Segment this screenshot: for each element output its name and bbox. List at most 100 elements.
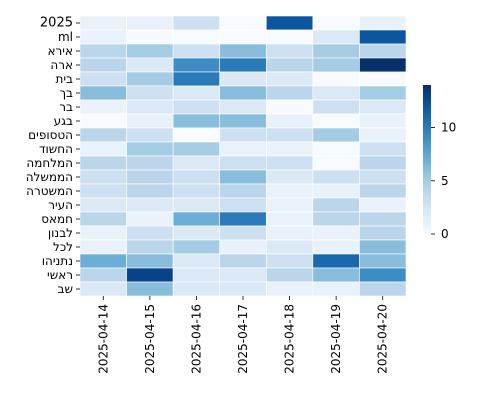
heatmap-cell — [172, 267, 221, 283]
heatmap-cell — [219, 155, 267, 171]
heatmap-cell — [312, 57, 360, 73]
heatmap-cell — [219, 225, 267, 241]
heatmap-cell — [79, 183, 127, 199]
x-tick-labels: 2025-04-14 2025-04-15 2025-04-16 2025-04-17… — [96, 296, 390, 374]
heatmap-cell — [265, 29, 314, 45]
heatmap-cell — [219, 253, 267, 269]
heatmap-cell — [312, 197, 360, 213]
heatmap-cell — [79, 253, 127, 269]
heatmap-cell — [312, 253, 360, 269]
heatmap-cell — [172, 15, 221, 31]
y-tick-label: הממשלה — [26, 170, 73, 184]
heatmap-cell — [219, 141, 267, 157]
heatmap-cell — [265, 155, 314, 171]
heatmap-cell — [172, 281, 221, 297]
heatmap-cell — [79, 57, 127, 73]
y-tick-label: החשוד — [39, 142, 73, 156]
heatmap-cell — [79, 225, 127, 241]
heatmap-cell — [219, 267, 267, 283]
colorbar-tick-label: 5 — [441, 174, 449, 188]
heatmap-cell — [126, 239, 174, 255]
heatmap-cell — [265, 127, 314, 143]
heatmap-cell — [126, 57, 174, 73]
heatmap-cell — [172, 43, 221, 59]
heatmap-cell — [79, 29, 127, 45]
y-tick-label: בגע — [54, 114, 73, 128]
heatmap-cell — [126, 141, 174, 157]
y-tick-label: בית — [55, 72, 73, 86]
heatmap-cell — [265, 71, 314, 87]
y-tick-label: שב — [58, 282, 73, 296]
x-tick-label: 2025-04-16 — [189, 304, 203, 374]
heatmap-cell — [312, 29, 360, 45]
heatmap-cell — [219, 99, 267, 115]
heatmap-cell — [219, 43, 267, 59]
x-tick-label: 2025-04-20 — [376, 304, 390, 374]
heatmap-cell — [219, 197, 267, 213]
heatmap-cell — [359, 169, 407, 185]
y-tick-label: נתניהו — [42, 254, 73, 268]
heatmap-cell — [359, 57, 407, 73]
heatmap-cell — [359, 267, 407, 283]
heatmap-cell — [359, 43, 407, 59]
heatmap-cell — [172, 183, 221, 199]
x-tick-label: 2025-04-19 — [329, 304, 343, 374]
y-tick-label: בר — [59, 100, 73, 114]
y-tick-label: המשטרה — [26, 184, 73, 198]
x-tick-label: 2025-04-14 — [96, 304, 110, 374]
heatmap-cell — [219, 127, 267, 143]
heatmap-cell — [79, 267, 127, 283]
colorbar-tick-label: 0 — [441, 227, 449, 241]
x-tick-label: 2025-04-18 — [283, 304, 297, 374]
heatmap-cell — [79, 211, 127, 227]
heatmap-cell — [359, 29, 407, 45]
heatmap-cell — [265, 169, 314, 185]
heatmap-cell — [126, 113, 174, 129]
heatmap-cell — [172, 141, 221, 157]
heatmap-cell — [312, 281, 360, 297]
heatmap-cell — [219, 113, 267, 129]
heatmap-cell — [312, 15, 360, 31]
y-tick-label: הטסופים — [28, 128, 73, 142]
heatmap-cell — [265, 113, 314, 129]
heatmap-cell — [312, 169, 360, 185]
heatmap-cell — [359, 99, 407, 115]
heatmap-cell — [172, 85, 221, 101]
heatmap-cell — [79, 141, 127, 157]
heatmap-cell — [172, 211, 221, 227]
heatmap-cell — [312, 99, 360, 115]
heatmap-cell — [126, 253, 174, 269]
heatmap-cell — [126, 99, 174, 115]
heatmap-cell — [79, 127, 127, 143]
heatmap-cell — [265, 253, 314, 269]
heatmap-cell — [312, 211, 360, 227]
heatmap-cell — [359, 127, 407, 143]
heatmap-cell — [79, 155, 127, 171]
heatmap-cell — [265, 43, 314, 59]
heatmap-cell — [219, 29, 267, 45]
heatmap-cell — [126, 225, 174, 241]
x-tick-label: 2025-04-17 — [236, 304, 250, 374]
heatmap-cell — [126, 29, 174, 45]
heatmap-cell — [219, 57, 267, 73]
heatmap-cell — [219, 211, 267, 227]
heatmap-cell — [126, 155, 174, 171]
heatmap-cell — [126, 127, 174, 143]
colorbar-tick-label: 10 — [441, 121, 456, 135]
heatmap-cell — [126, 85, 174, 101]
heatmap-cell — [172, 71, 221, 87]
heatmap-cell — [79, 85, 127, 101]
heatmap-cell — [79, 197, 127, 213]
heatmap-cell — [172, 169, 221, 185]
heatmap-cell — [312, 155, 360, 171]
heatmap-cell — [312, 113, 360, 129]
heatmap-cell — [79, 239, 127, 255]
heatmap-cell — [172, 99, 221, 115]
heatmap-cell — [265, 267, 314, 283]
heatmap-cell — [219, 239, 267, 255]
y-tick-label: לכל — [53, 240, 73, 254]
heatmap-cell — [265, 15, 314, 31]
heatmap-cell — [265, 85, 314, 101]
